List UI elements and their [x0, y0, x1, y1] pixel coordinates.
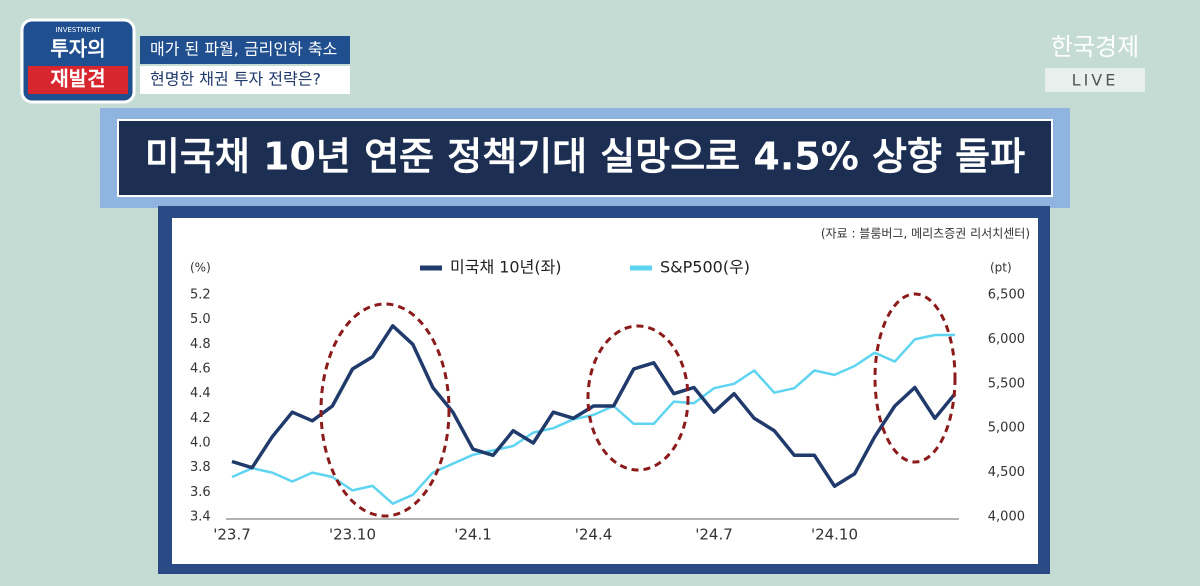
y-tick-label: 5.2 [190, 288, 211, 303]
highlight [873, 292, 957, 464]
y2-tick-label: 5,500 [988, 376, 1025, 391]
y-tick-label: 3.8 [190, 460, 211, 475]
series-line [231, 324, 957, 488]
y2-tick-label: 6,500 [988, 288, 1025, 303]
y2-axis-label: (pt) [990, 261, 1012, 275]
y-tick-label: 4.0 [190, 436, 211, 451]
y-tick-label: 4.4 [190, 386, 211, 401]
broadcaster: 한국경제 [1051, 33, 1139, 61]
highlight-circles [319, 292, 957, 518]
live-box [1045, 68, 1145, 92]
y-tick-label: 4.6 [190, 362, 211, 377]
logo-tag: INVESTMENT [55, 26, 101, 34]
y-tick-label: 3.6 [190, 485, 211, 500]
title-box [117, 119, 1053, 197]
y-tick-label: 4.2 [190, 411, 211, 426]
panel [172, 218, 1038, 564]
y2-tick-label: 5,000 [988, 421, 1025, 436]
series-line [231, 333, 955, 505]
highlight [586, 324, 690, 472]
y-tick-label: 3.4 [190, 510, 211, 525]
headline-box-1 [140, 36, 350, 64]
highlight [319, 302, 451, 518]
headline-2: 현명한 채권 투자 전략은? [150, 70, 321, 89]
y-tick-label: 5.0 [190, 312, 211, 327]
x-tick-label: '23.7 [213, 526, 251, 544]
x-tick-label: '24.4 [575, 526, 613, 544]
title: 미국채 10년 연준 정책기대 실망으로 4.5% 상향 돌파 [145, 135, 1025, 179]
headline-box-2 [140, 66, 350, 94]
plot: 3.4 3.6 3.8 4.0 4.2 4.4 4.6 4.8 5.0 5.2 4,000 4,500… [190, 258, 1025, 544]
logo-ribbon [28, 66, 128, 94]
x-tick-label: '24.7 [695, 526, 733, 544]
y2-tick-label: 6,000 [988, 332, 1025, 347]
x-tick-label: '24.1 [454, 526, 492, 544]
live: LIVE [1072, 71, 1119, 90]
y-axis-label: (%) [190, 261, 211, 275]
headline-1: 매가 된 파월, 금리인하 축소 [150, 40, 337, 59]
x-tick-label: '23.10 [329, 526, 376, 544]
legend-label: S&P500(우) [660, 258, 750, 277]
y2-tick-label: 4,000 [988, 510, 1025, 525]
legend-label: 미국채 10년(좌) [450, 258, 562, 277]
logo-line2: 재발견 [50, 67, 105, 91]
y2-tick-label: 4,500 [988, 465, 1025, 480]
logo-line1: 투자의 [50, 37, 105, 61]
source: (자료 : 블룸버그, 메리츠증권 리서치센터) [821, 227, 1030, 241]
y-tick-label: 4.8 [190, 337, 211, 352]
x-tick-label: '24.10 [811, 526, 858, 544]
